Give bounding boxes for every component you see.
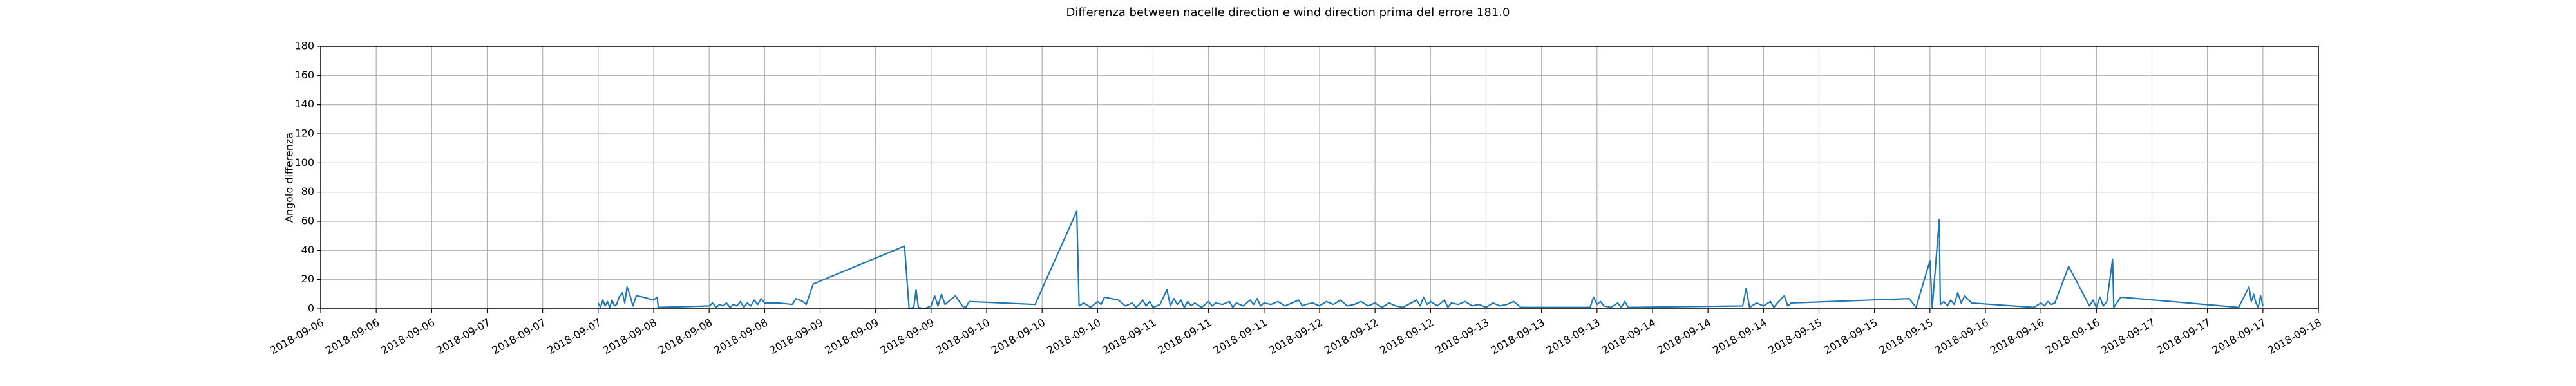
- y-axis-label: Angolo differenza: [283, 133, 296, 223]
- y-tick-label: 120: [294, 127, 314, 140]
- y-tick-label: 60: [301, 215, 314, 227]
- plot-area: [597, 210, 2264, 310]
- y-tick-label: 40: [301, 244, 314, 256]
- y-tick-label: 140: [294, 98, 314, 110]
- chart-title: Differenza between nacelle direction e w…: [1066, 6, 1510, 19]
- y-tick-label: 20: [301, 273, 314, 285]
- y-tick-label: 100: [294, 156, 314, 169]
- data-line: [597, 210, 2264, 310]
- y-tick-label: 80: [301, 185, 314, 198]
- y-tick-label: 0: [308, 302, 314, 315]
- y-tick-label: 160: [294, 69, 314, 81]
- axes-frame: [320, 46, 2319, 309]
- y-tick-label: 180: [294, 40, 314, 52]
